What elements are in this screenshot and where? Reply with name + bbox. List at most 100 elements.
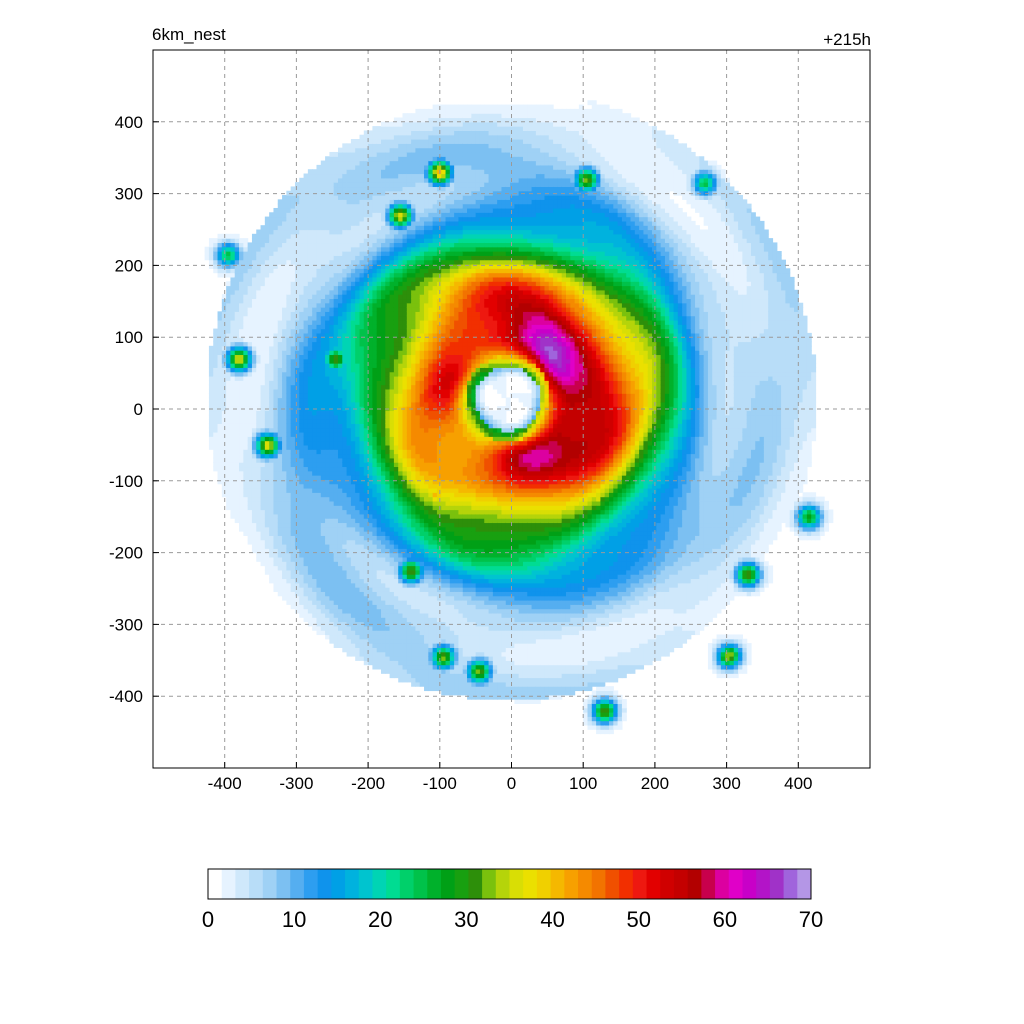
field-cell <box>312 186 318 192</box>
field-cell <box>389 587 395 592</box>
field-cell <box>346 531 352 536</box>
field-cell <box>264 535 270 541</box>
field-cell <box>368 431 373 437</box>
field-cell <box>260 350 266 356</box>
field-cell <box>415 268 421 274</box>
field-cell <box>402 470 408 476</box>
field-cell <box>398 156 404 162</box>
field-cell <box>368 285 373 291</box>
field-cell <box>286 212 292 218</box>
field-cell <box>260 268 266 274</box>
field-cell <box>277 354 283 360</box>
field-cell <box>355 242 361 248</box>
field-cell <box>320 319 326 325</box>
field-cell <box>415 410 421 416</box>
field-cell <box>411 225 417 231</box>
field-cell <box>299 375 305 381</box>
field-cell <box>303 324 309 330</box>
field-cell <box>411 470 417 476</box>
field-cell <box>411 341 417 347</box>
field-cell <box>312 543 318 549</box>
field-cell <box>329 492 335 498</box>
field-cell <box>372 173 378 179</box>
field-cell <box>368 294 373 300</box>
field-cell <box>320 505 326 511</box>
field-cell <box>269 238 275 244</box>
field-cell <box>389 457 395 463</box>
field-cell <box>303 548 309 554</box>
field-cell <box>342 263 348 269</box>
field-cell <box>282 251 287 256</box>
field-cell <box>381 363 386 368</box>
field-cell <box>243 505 249 511</box>
field-cell <box>355 475 361 480</box>
field-cell <box>299 475 305 480</box>
field-cell <box>312 199 318 205</box>
field-cell <box>346 591 352 597</box>
field-cell <box>243 272 249 278</box>
field-cell <box>381 587 386 592</box>
field-cell <box>342 190 348 196</box>
field-cell <box>355 384 361 390</box>
field-cell <box>273 444 279 450</box>
field-cell <box>273 242 279 248</box>
field-cell <box>239 298 244 304</box>
field-cell <box>299 449 305 455</box>
field-cell <box>355 251 361 256</box>
field-cell <box>381 569 386 575</box>
field-cell <box>372 289 378 295</box>
field-cell <box>277 319 283 325</box>
field-cell <box>359 281 365 287</box>
field-cell <box>286 354 292 360</box>
field-cell <box>282 539 287 545</box>
field-cell <box>350 647 356 653</box>
field-cell <box>329 367 335 373</box>
field-cell <box>389 509 395 515</box>
field-cell <box>217 311 223 317</box>
field-cell <box>294 199 300 205</box>
field-cell <box>415 341 421 347</box>
field-cell <box>256 518 262 524</box>
field-cell <box>393 315 399 321</box>
field-cell <box>415 647 421 653</box>
field-cell <box>230 345 236 351</box>
field-cell <box>337 375 343 381</box>
field-cell <box>230 233 236 239</box>
field-cell <box>350 156 356 162</box>
field-cell <box>419 595 425 601</box>
field-cell <box>269 535 275 541</box>
field-cell <box>381 207 386 213</box>
field-cell <box>243 311 249 317</box>
field-cell <box>303 341 309 347</box>
field-cell <box>346 466 352 472</box>
field-cell <box>376 272 382 278</box>
field-cell <box>385 255 391 261</box>
field-cell <box>230 363 236 368</box>
field-cell <box>251 341 257 347</box>
field-cell <box>282 492 287 498</box>
field-cell <box>393 444 399 450</box>
field-cell <box>329 414 335 420</box>
field-cell <box>277 526 283 532</box>
field-cell <box>329 612 335 618</box>
field-cell <box>260 496 266 502</box>
field-cell <box>243 328 249 334</box>
field-cell <box>406 505 412 511</box>
field-cell <box>381 492 386 498</box>
field-cell <box>299 216 305 222</box>
field-cell <box>337 414 343 420</box>
field-cell <box>415 548 421 554</box>
field-cell <box>333 285 339 291</box>
field-cell <box>337 634 343 640</box>
field-cell <box>398 126 404 132</box>
field-cell <box>398 410 404 416</box>
field-cell <box>316 319 322 325</box>
field-cell <box>333 599 339 605</box>
field-cell <box>393 298 399 304</box>
field-cell <box>398 147 404 153</box>
field-cell <box>359 475 365 480</box>
field-cell <box>316 492 322 498</box>
field-cell <box>411 466 417 472</box>
field-cell <box>316 345 322 351</box>
field-cell <box>398 621 404 627</box>
